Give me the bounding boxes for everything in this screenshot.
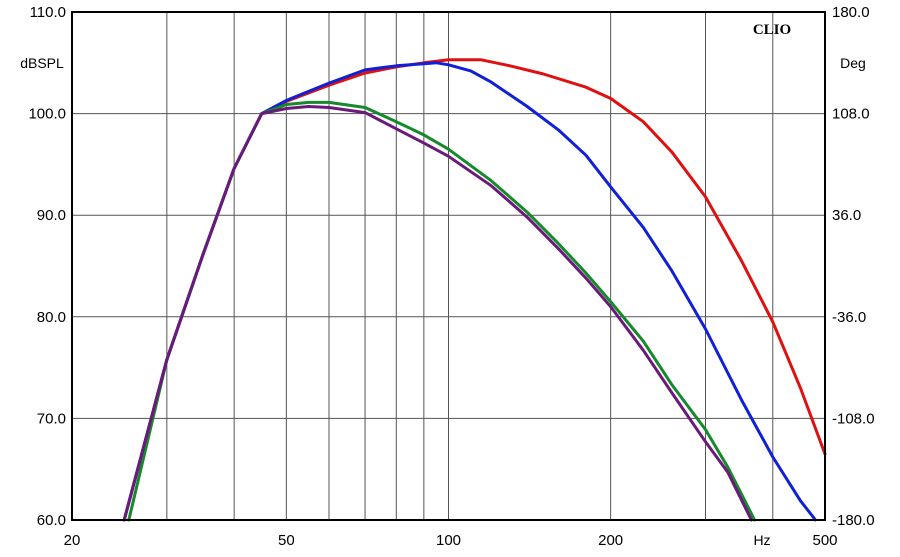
y-right-tick-label: 108.0 [832,106,870,123]
x-tick-label: 200 [598,532,623,549]
x-tick-label: 50 [278,532,295,549]
x-tick-label: 500 [812,532,837,549]
y-right-tick-label: -180.0 [832,512,875,529]
y-right-axis-label: Deg [840,55,866,71]
y-right-tick-label: 36.0 [832,207,861,224]
y-right-tick-label: -108.0 [832,410,875,427]
series-lines [122,58,827,522]
x-unit-label: Hz [753,532,770,548]
y-right-tick-label: -36.0 [832,309,866,326]
y-left-tick-label: 60.0 [37,512,66,529]
y-left-tick-label: 90.0 [37,207,66,224]
y-left-tick-label: 100.0 [28,106,66,123]
y-left-tick-label: 80.0 [37,309,66,326]
y-left-axis-label: dBSPL [20,55,64,71]
y-left-tick-label: 110.0 [30,4,66,21]
x-tick-label: 100 [436,532,461,549]
y-right-tick-label: 180.0 [832,4,870,21]
plot-frame [71,11,826,521]
x-tick-label: 20 [64,532,81,549]
series-line-4 [122,105,753,522]
y-left-tick-label: 70.0 [37,410,66,427]
brand-logo-text: CLIO [753,22,791,38]
axis-labels: 20 50 100 200 500 60.0 70.0 80.0 90.0 100.0 110.0 -… [28,4,874,549]
